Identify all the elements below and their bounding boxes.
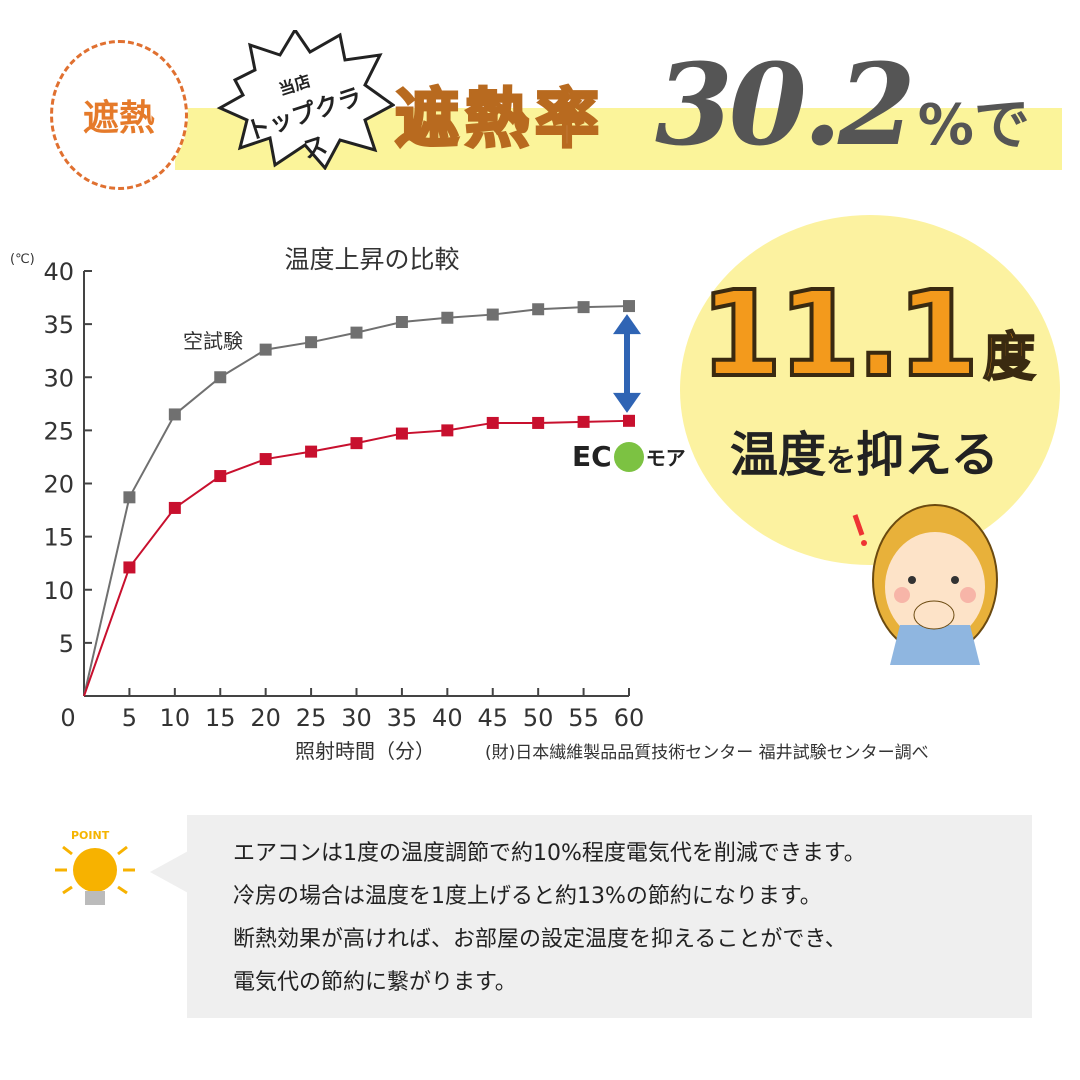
x-tick-label: 15 [205, 704, 236, 732]
y-tick-label: 25 [43, 417, 74, 445]
eco-more-logo: EC モア [572, 440, 686, 473]
note-pointer [150, 850, 190, 894]
data-point [350, 326, 363, 339]
chart-title: 温度上昇の比較 [284, 245, 459, 274]
data-point [305, 445, 318, 458]
heat-shield-badge: 遮熱 [50, 40, 188, 190]
y-tick-label: 15 [43, 524, 74, 552]
x-tick-label: 40 [432, 704, 463, 732]
data-point [623, 414, 635, 427]
note-line: 電気代の節約に繋がります。 [233, 970, 517, 995]
note-text: エアコンは1度の温度調節で約10%程度電気代を削減できます。 冷房の場合は温度を… [233, 832, 866, 1004]
point-label: POINT [71, 829, 110, 842]
note-line: 冷房の場合は温度を1度上げると約13%の節約になります。 [233, 884, 822, 909]
note-line: 断熱効果が高ければ、お部屋の設定温度を抑えることができ、 [233, 927, 847, 952]
x-tick-label: 30 [341, 704, 372, 732]
data-point [486, 416, 499, 429]
data-point [214, 470, 227, 483]
arrow-head-down [613, 392, 641, 413]
y-tick-label: 5 [59, 630, 74, 658]
data-point [214, 371, 227, 384]
data-point [168, 408, 181, 421]
data-point [168, 501, 181, 514]
data-point [486, 308, 499, 321]
data-point [577, 301, 590, 314]
data-point [259, 453, 272, 466]
callout-text-b: を [826, 444, 857, 479]
data-point [577, 415, 590, 428]
data-point [123, 491, 136, 504]
data-point [532, 303, 545, 316]
callout-text: 温度を抑える [730, 415, 999, 485]
data-point [395, 316, 408, 328]
note-line: エアコンは1度の温度調節で約10%程度電気代を削減できます。 [233, 841, 866, 866]
x-tick-label: 55 [568, 704, 599, 732]
x-tick-label: 60 [614, 704, 645, 732]
y-tick-label: 30 [43, 364, 74, 392]
series-line [83, 305, 630, 697]
series-label: 空試験 [183, 329, 243, 353]
callout-circle [680, 215, 1060, 565]
headline: 遮熱率 [394, 82, 605, 159]
note-box [187, 815, 1032, 1018]
lightbulb-icon: POINT [55, 829, 135, 905]
data-point [305, 336, 318, 349]
data-point [123, 561, 136, 574]
y-tick-label: 10 [43, 577, 74, 605]
temperature-chart: 5 10 15 20 25 30 35 40 0 5 10 15 20 25 30 35 40 45 50 55 60 (… [10, 245, 645, 763]
burst-icon [216, 30, 395, 170]
y-tick-label: 40 [43, 258, 74, 286]
x-tick-label: 5 [122, 704, 137, 732]
data-point [259, 343, 272, 356]
data-point [532, 416, 545, 429]
data-point [441, 424, 454, 437]
bean-mascot-icon [613, 441, 644, 472]
callout-text-a: 温度 [730, 427, 827, 483]
callout-unit: 度 [982, 327, 1036, 389]
data-point [350, 437, 363, 450]
x-tick-label: 0 [60, 704, 75, 732]
rate-unit: %で [917, 93, 1030, 158]
callout-value: 11.1 [698, 263, 981, 405]
x-tick-label: 45 [477, 704, 508, 732]
y-tick-label: 20 [43, 471, 74, 499]
x-tick-label: 25 [296, 704, 327, 732]
callout-text-c: 抑える [856, 427, 999, 483]
arrow-head-up [613, 314, 641, 335]
data-point [441, 311, 454, 324]
callout-value-group: 11.1 度 [698, 263, 1036, 405]
x-tick-label: 35 [387, 704, 418, 732]
x-tick-label: 10 [160, 704, 191, 732]
x-tick-label: 20 [250, 704, 281, 732]
data-point [623, 300, 635, 313]
source-note: (財)日本繊維製品品質技術センター 福井試験センター調べ [485, 743, 929, 763]
eco-logo-ec: EC [572, 440, 612, 473]
x-tick-label: 50 [523, 704, 554, 732]
x-axis-label: 照射時間（分） [295, 739, 435, 763]
rate-group: 30.2 %で [655, 40, 1030, 171]
series-line [83, 419, 630, 697]
y-tick-label: 35 [43, 311, 74, 339]
data-point [395, 427, 408, 440]
surprised-girl-illustration [852, 504, 998, 665]
eco-logo-mo: モア [645, 446, 686, 470]
rate-value: 30.2 [655, 40, 916, 171]
y-axis-unit: (℃) [10, 252, 35, 267]
